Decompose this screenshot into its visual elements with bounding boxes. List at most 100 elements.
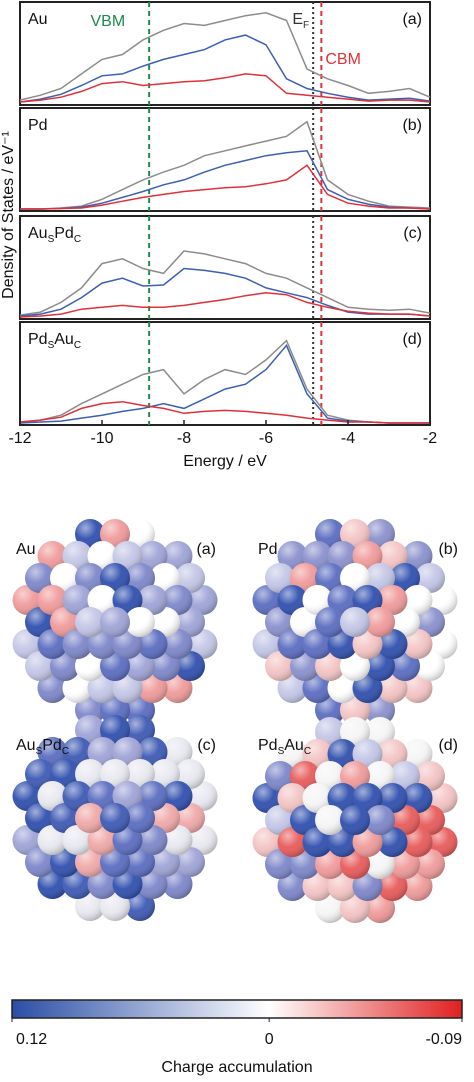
- atom-shade: [427, 783, 458, 813]
- atom-shade: [187, 629, 218, 659]
- atom-shade: [315, 805, 345, 835]
- atom-shade: [125, 759, 155, 789]
- atom-shade: [427, 585, 458, 615]
- atom-shade: [377, 827, 408, 857]
- atom-shade: [125, 607, 155, 637]
- atom-shade: [175, 563, 205, 593]
- atom-shade: [162, 629, 193, 659]
- atom-shade: [12, 781, 43, 811]
- atom-shade: [125, 847, 155, 877]
- x-tick-label: -6: [259, 430, 273, 447]
- atom-shade: [415, 805, 445, 835]
- cluster-label-part: C: [62, 746, 69, 757]
- atom-shade: [37, 673, 68, 703]
- atom-shade: [277, 783, 308, 813]
- atom-shade: [327, 739, 358, 769]
- atom-shade: [352, 783, 383, 813]
- atom-shade: [252, 783, 283, 813]
- atom-shade: [302, 783, 333, 813]
- atom-shade: [340, 607, 370, 637]
- dos-line: [19, 267, 431, 317]
- atom-shade: [315, 519, 345, 549]
- atom-shade: [352, 629, 383, 659]
- atom-shade: [137, 673, 168, 703]
- atom-shade: [150, 651, 180, 681]
- atom-shade: [112, 781, 143, 811]
- atom-shade: [302, 871, 333, 901]
- atom-shade: [302, 739, 333, 769]
- x-tick-label: -12: [8, 430, 31, 447]
- atom-shade: [365, 519, 395, 549]
- panel-frame: [19, 1, 431, 106]
- atom-shade: [265, 849, 295, 879]
- atom-shade: [175, 651, 205, 681]
- cluster-label-part: Pd: [42, 737, 62, 754]
- panel-label: (a): [402, 11, 422, 28]
- atom-shade: [302, 541, 333, 571]
- atom-shade: [75, 847, 105, 877]
- atom-shade: [315, 893, 345, 923]
- colorbar-tick-label: 0.12: [16, 1031, 47, 1048]
- atom-shade: [290, 651, 320, 681]
- dos-line: [19, 400, 430, 424]
- atom-shade: [377, 673, 408, 703]
- atom-shade: [352, 827, 383, 857]
- atom-shade: [277, 629, 308, 659]
- atom-shade: [302, 585, 333, 615]
- colorbar-tick-label: -0.09: [426, 1031, 463, 1048]
- material-label-part: Au: [54, 331, 74, 348]
- atom-shade: [265, 607, 295, 637]
- atom-shade: [25, 651, 55, 681]
- atom-shade: [125, 651, 155, 681]
- atom-shade: [50, 847, 80, 877]
- atom-shade: [327, 673, 358, 703]
- atom-shade: [25, 803, 55, 833]
- atom-shade: [390, 761, 420, 791]
- dos-line: [19, 292, 431, 318]
- atom-shade: [290, 849, 320, 879]
- material-label-part: S: [48, 340, 55, 351]
- atom-shade: [37, 737, 68, 767]
- atom-shade: [187, 585, 218, 615]
- atom-shade: [162, 737, 193, 767]
- dos-line: [19, 34, 431, 103]
- panel-frame: [19, 107, 431, 212]
- atom-shade: [25, 847, 55, 877]
- reference-label-part: E: [292, 11, 303, 28]
- cluster-label-part: Au: [284, 737, 304, 754]
- material-label-part: Pd: [54, 225, 74, 242]
- cluster-label: PdSAuC: [258, 737, 311, 757]
- atom-shade: [352, 673, 383, 703]
- atom-shade: [315, 761, 345, 791]
- atom-shade: [365, 717, 395, 747]
- atom-shade: [427, 827, 458, 857]
- cluster-label-part: S: [278, 746, 285, 757]
- atom-shade: [87, 673, 118, 703]
- atom-shade: [415, 651, 445, 681]
- atom-shade: [390, 651, 420, 681]
- atom-shade: [75, 519, 105, 549]
- atom-shade: [75, 803, 105, 833]
- atom-shade: [62, 585, 93, 615]
- atom-shade: [340, 849, 370, 879]
- atom-shade: [112, 737, 143, 767]
- atom-shade: [415, 761, 445, 791]
- panel-label: (d): [402, 331, 422, 348]
- dos-line: [19, 73, 431, 103]
- atom-shade: [37, 629, 68, 659]
- material-label: Au: [28, 11, 48, 28]
- atom-shade: [87, 585, 118, 615]
- atom-shade: [37, 541, 68, 571]
- atom-shade: [162, 825, 193, 855]
- atom-shade: [302, 673, 333, 703]
- atom-shade: [252, 629, 283, 659]
- atom-shade: [415, 607, 445, 637]
- dos-line: [20, 120, 431, 210]
- atom-shade: [377, 585, 408, 615]
- x-axis-label: Energy / eV: [183, 453, 267, 470]
- x-tick-label: -4: [341, 430, 355, 447]
- atom-shade: [87, 781, 118, 811]
- atom-shade: [100, 715, 130, 745]
- atom-shade: [352, 739, 383, 769]
- dos-line: [20, 164, 431, 210]
